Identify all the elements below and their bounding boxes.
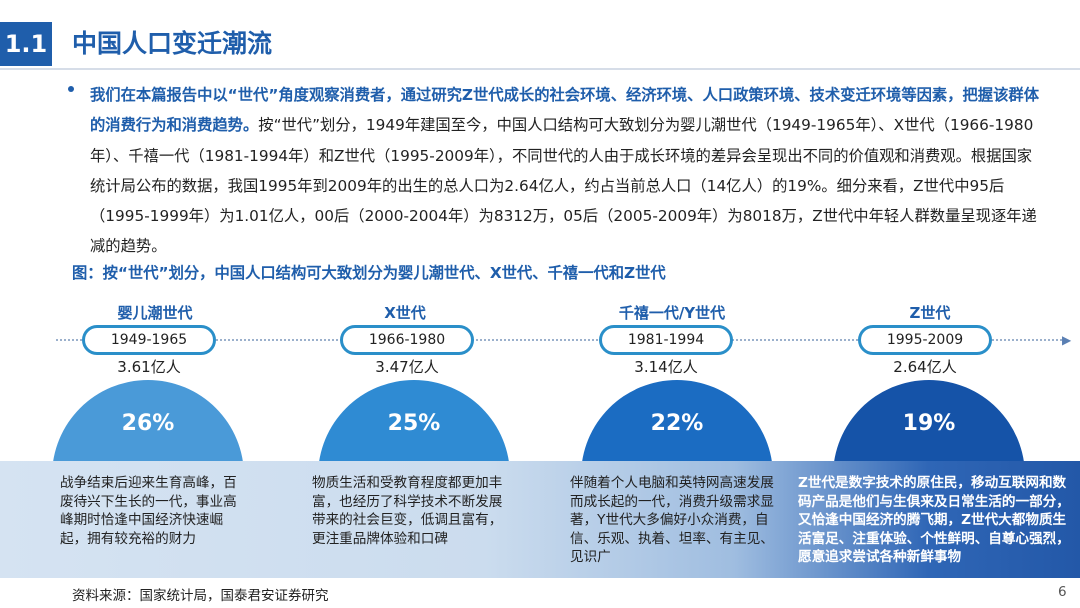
generation-years: 1949-1965 xyxy=(82,325,216,355)
generation-share: 25% xyxy=(387,411,441,436)
generation-population: 3.47亿人 xyxy=(375,358,439,376)
generation-name: 千禧一代/Y世代 xyxy=(618,304,726,322)
bullet-icon xyxy=(68,86,74,92)
description-band xyxy=(0,461,1080,578)
generation-population: 2.64亿人 xyxy=(893,358,957,376)
intro-body: 按“世代”划分，1949年建国至今，中国人口结构可大致划分为婴儿潮世代（1949… xyxy=(90,116,1037,256)
intro-paragraph: 我们在本篇报告中以“世代”角度观察消费者，通过研究Z世代成长的社会环境、经济环境… xyxy=(90,80,1045,262)
generation-population: 3.14亿人 xyxy=(634,358,698,376)
generation-name: X世代 xyxy=(384,304,426,322)
page-title: 中国人口变迁潮流 xyxy=(72,29,273,58)
generation-years: 1966-1980 xyxy=(340,325,474,355)
generation-share: 22% xyxy=(650,411,704,436)
generation-share: 26% xyxy=(121,411,175,436)
generation-description: 伴随着个人电脑和英特网高速发展而成长起的一代，消费升级需求显著，Y世代大多偏好小… xyxy=(570,475,774,565)
figure-caption: 图：按“世代”划分，中国人口结构可大致划分为婴儿潮世代、X世代、千禧一代和Z世代 xyxy=(72,264,666,282)
page-number: 6 xyxy=(1058,584,1067,600)
generation-share: 19% xyxy=(902,411,956,436)
generation-description: 战争结束后迎来生育高峰，百废待兴下生长的一代，事业高峰期时恰逢中国经济快速崛起，… xyxy=(60,475,237,547)
timeline-line xyxy=(56,339,1066,341)
generation-description: Z世代是数字技术的原住民，移动互联网和数码产品是他们与生俱来及日常生活的一部分，… xyxy=(798,475,1070,565)
source-note: 资料来源：国家统计局，国泰君安证券研究 xyxy=(72,588,329,604)
generation-name: Z世代 xyxy=(909,304,951,322)
generation-name: 婴儿潮世代 xyxy=(117,304,193,322)
generation-years: 1995-2009 xyxy=(858,325,992,355)
generation-years: 1981-1994 xyxy=(599,325,733,355)
timeline-arrow-icon: ▶ xyxy=(1062,333,1072,347)
section-number: 1.1 xyxy=(0,22,52,66)
title-divider xyxy=(0,68,1080,70)
intro-highlight: 我们在本篇报告中以“世代”角度观察消费者，通过研究Z世代成长的社会环境、经济环境… xyxy=(90,86,1040,135)
generation-description: 物质生活和受教育程度都更加丰富，也经历了科学技术不断发展带来的社会巨变，低调且富… xyxy=(312,475,503,547)
generation-population: 3.61亿人 xyxy=(117,358,181,376)
